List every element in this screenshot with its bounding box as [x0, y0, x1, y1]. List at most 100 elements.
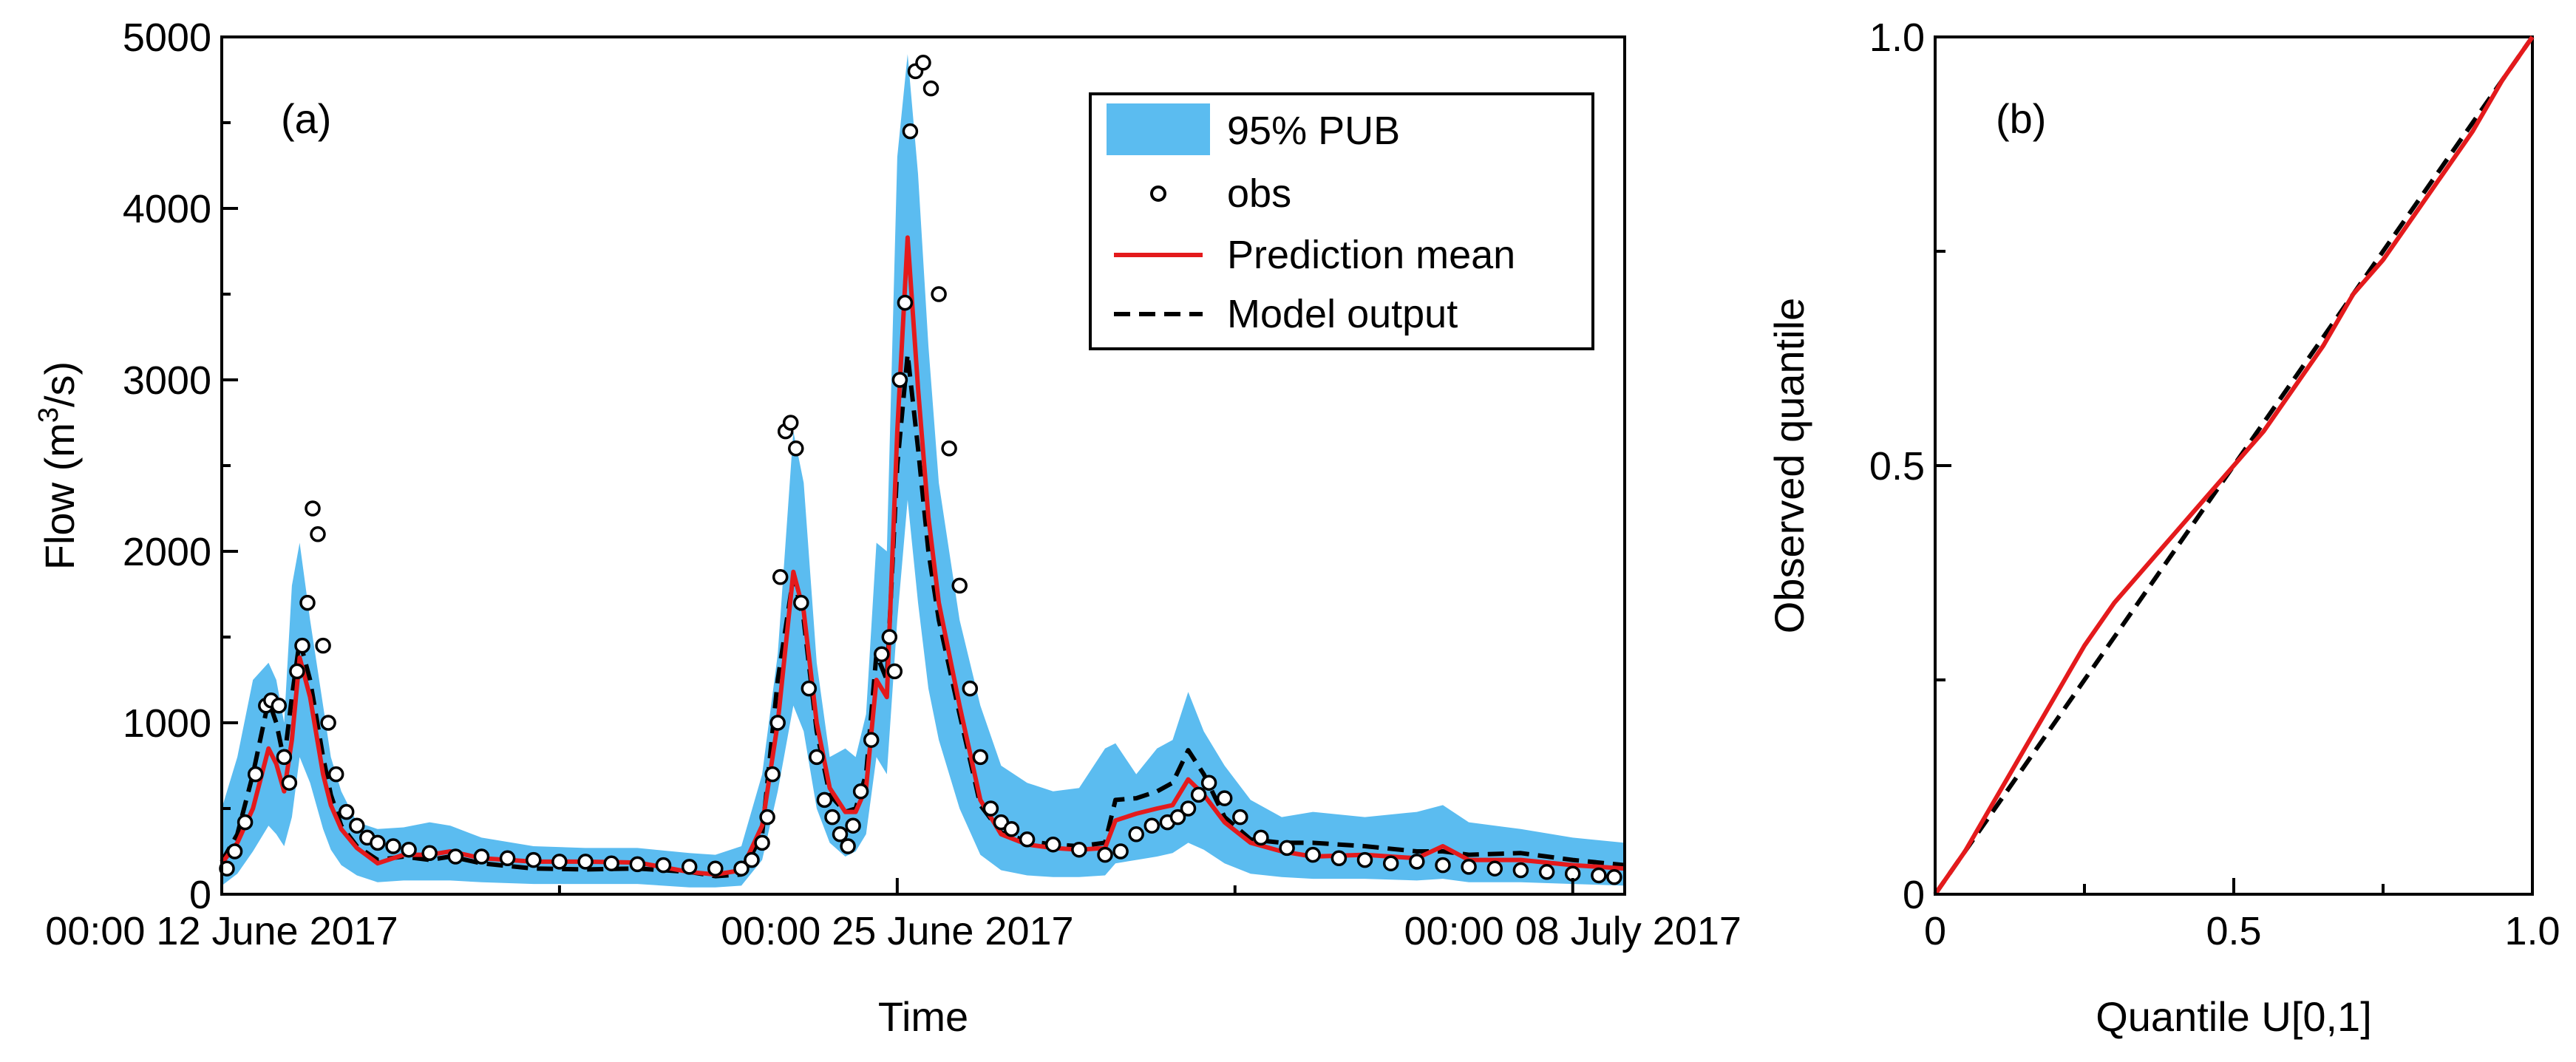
- obs-point: [1003, 821, 1020, 837]
- panel-a-legend: 95% PUB obs Prediction mean Model output: [1089, 92, 1594, 350]
- obs-point: [1512, 862, 1529, 879]
- obs-point: [707, 860, 724, 877]
- obs-point: [840, 838, 856, 854]
- obs-point: [473, 848, 490, 865]
- obs-point: [759, 809, 775, 826]
- obs-point: [1461, 859, 1477, 875]
- obs-point: [922, 80, 939, 97]
- panel-b-label: (b): [1996, 95, 2046, 142]
- obs-point: [772, 569, 789, 585]
- obs-point: [526, 851, 542, 868]
- obs-point: [1409, 854, 1425, 870]
- obs-point: [289, 663, 305, 680]
- legend-label-obs: obs: [1227, 171, 1291, 216]
- obs-point: [1486, 860, 1503, 877]
- prediction-mean-layer: [220, 235, 1625, 877]
- y-tick-label: 3000: [123, 358, 211, 403]
- legend-swatch-band: [1107, 103, 1210, 155]
- obs-point: [1097, 846, 1113, 863]
- obs-point: [1128, 826, 1144, 843]
- obs-point: [421, 845, 438, 862]
- obs-point: [1190, 786, 1207, 803]
- obs-point: [1112, 843, 1129, 860]
- qq-curve: [1933, 35, 2535, 896]
- obs-point: [951, 577, 968, 594]
- obs-point: [816, 792, 833, 809]
- obs-point: [577, 854, 594, 870]
- panel-b-y-axis-label: Observed quantile: [1766, 298, 1812, 634]
- obs-point: [1169, 809, 1186, 826]
- obs-point: [941, 440, 957, 457]
- obs-point: [962, 680, 979, 697]
- obs-point: [276, 749, 293, 766]
- obs-point: [972, 749, 989, 766]
- panel-b-qq-plot: 0 0.5 1.0 0 0.5 1.0 (b) Observed quantile Qu…: [1766, 16, 2560, 1040]
- x-tick-label: 0: [1924, 909, 1946, 953]
- obs-point: [294, 637, 310, 654]
- y-tick-label: 5000: [123, 16, 211, 60]
- obs-point: [1232, 809, 1248, 826]
- obs-point: [349, 817, 365, 834]
- obs-point: [902, 123, 919, 140]
- ylabel-sup: 3: [33, 407, 64, 423]
- obs-point: [809, 749, 825, 766]
- panel-b-x-axis-label: Quantile U[0,1]: [2096, 993, 2372, 1040]
- legend-swatch-obs: [1150, 185, 1166, 202]
- obs-point: [886, 663, 903, 680]
- obs-point: [764, 766, 781, 783]
- y-tick-label: 4000: [123, 187, 211, 231]
- legend-label-band: 95% PUB: [1227, 109, 1400, 153]
- obs-point: [863, 732, 880, 748]
- obs-point: [327, 766, 344, 783]
- obs-point: [1279, 840, 1295, 857]
- obs-point: [1253, 829, 1269, 846]
- obs-point: [931, 286, 947, 302]
- prediction-mean-line: [220, 235, 1625, 877]
- obs-point: [1044, 836, 1061, 853]
- obs-points-layer: [219, 55, 1622, 885]
- obs-point: [447, 848, 464, 865]
- obs-point: [1331, 850, 1348, 867]
- y-tick-label: 0: [1903, 873, 1925, 917]
- obs-point: [338, 803, 355, 820]
- obs-point: [845, 817, 861, 834]
- y-tick-label: 1000: [123, 701, 211, 746]
- obs-point: [891, 372, 908, 388]
- obs-point: [852, 783, 869, 800]
- x-tick-label: 00:00 25 June 2017: [721, 909, 1073, 953]
- obs-point: [824, 809, 840, 826]
- obs-point: [237, 814, 254, 831]
- obs-point: [1382, 855, 1399, 871]
- obs-point: [551, 854, 568, 870]
- obs-point: [793, 594, 809, 611]
- obs-point: [1591, 867, 1607, 884]
- qq-curve-layer: [1933, 35, 2535, 896]
- panel-b-y-ticks: 0 0.5 1.0: [1869, 16, 1951, 917]
- panel-a-y-axis-label: Flow (m3/s): [33, 361, 83, 570]
- obs-point: [801, 680, 818, 697]
- obs-point: [320, 715, 336, 731]
- obs-point: [1435, 857, 1451, 874]
- obs-point: [897, 294, 914, 311]
- obs-point: [271, 698, 288, 714]
- y-tick-label: 1.0: [1869, 16, 1925, 60]
- obs-point: [315, 637, 331, 654]
- obs-point: [499, 850, 516, 867]
- x-tick-label: 00:00 08 July 2017: [1404, 909, 1741, 953]
- obs-point: [603, 855, 619, 871]
- obs-point: [281, 775, 298, 791]
- obs-point: [1606, 869, 1622, 885]
- panel-a-y-ticks: 0 1000 2000 3000 4000 5000: [123, 16, 238, 917]
- obs-point: [881, 629, 898, 645]
- obs-point: [782, 415, 799, 431]
- x-tick-label: 0.5: [2206, 909, 2261, 953]
- obs-point: [915, 55, 931, 71]
- obs-point: [788, 440, 804, 457]
- obs-point: [385, 838, 401, 854]
- obs-point: [370, 834, 386, 851]
- obs-point: [744, 851, 760, 868]
- obs-point: [733, 860, 750, 877]
- obs-point: [681, 859, 698, 875]
- x-tick-label: 00:00 12 June 2017: [45, 909, 398, 953]
